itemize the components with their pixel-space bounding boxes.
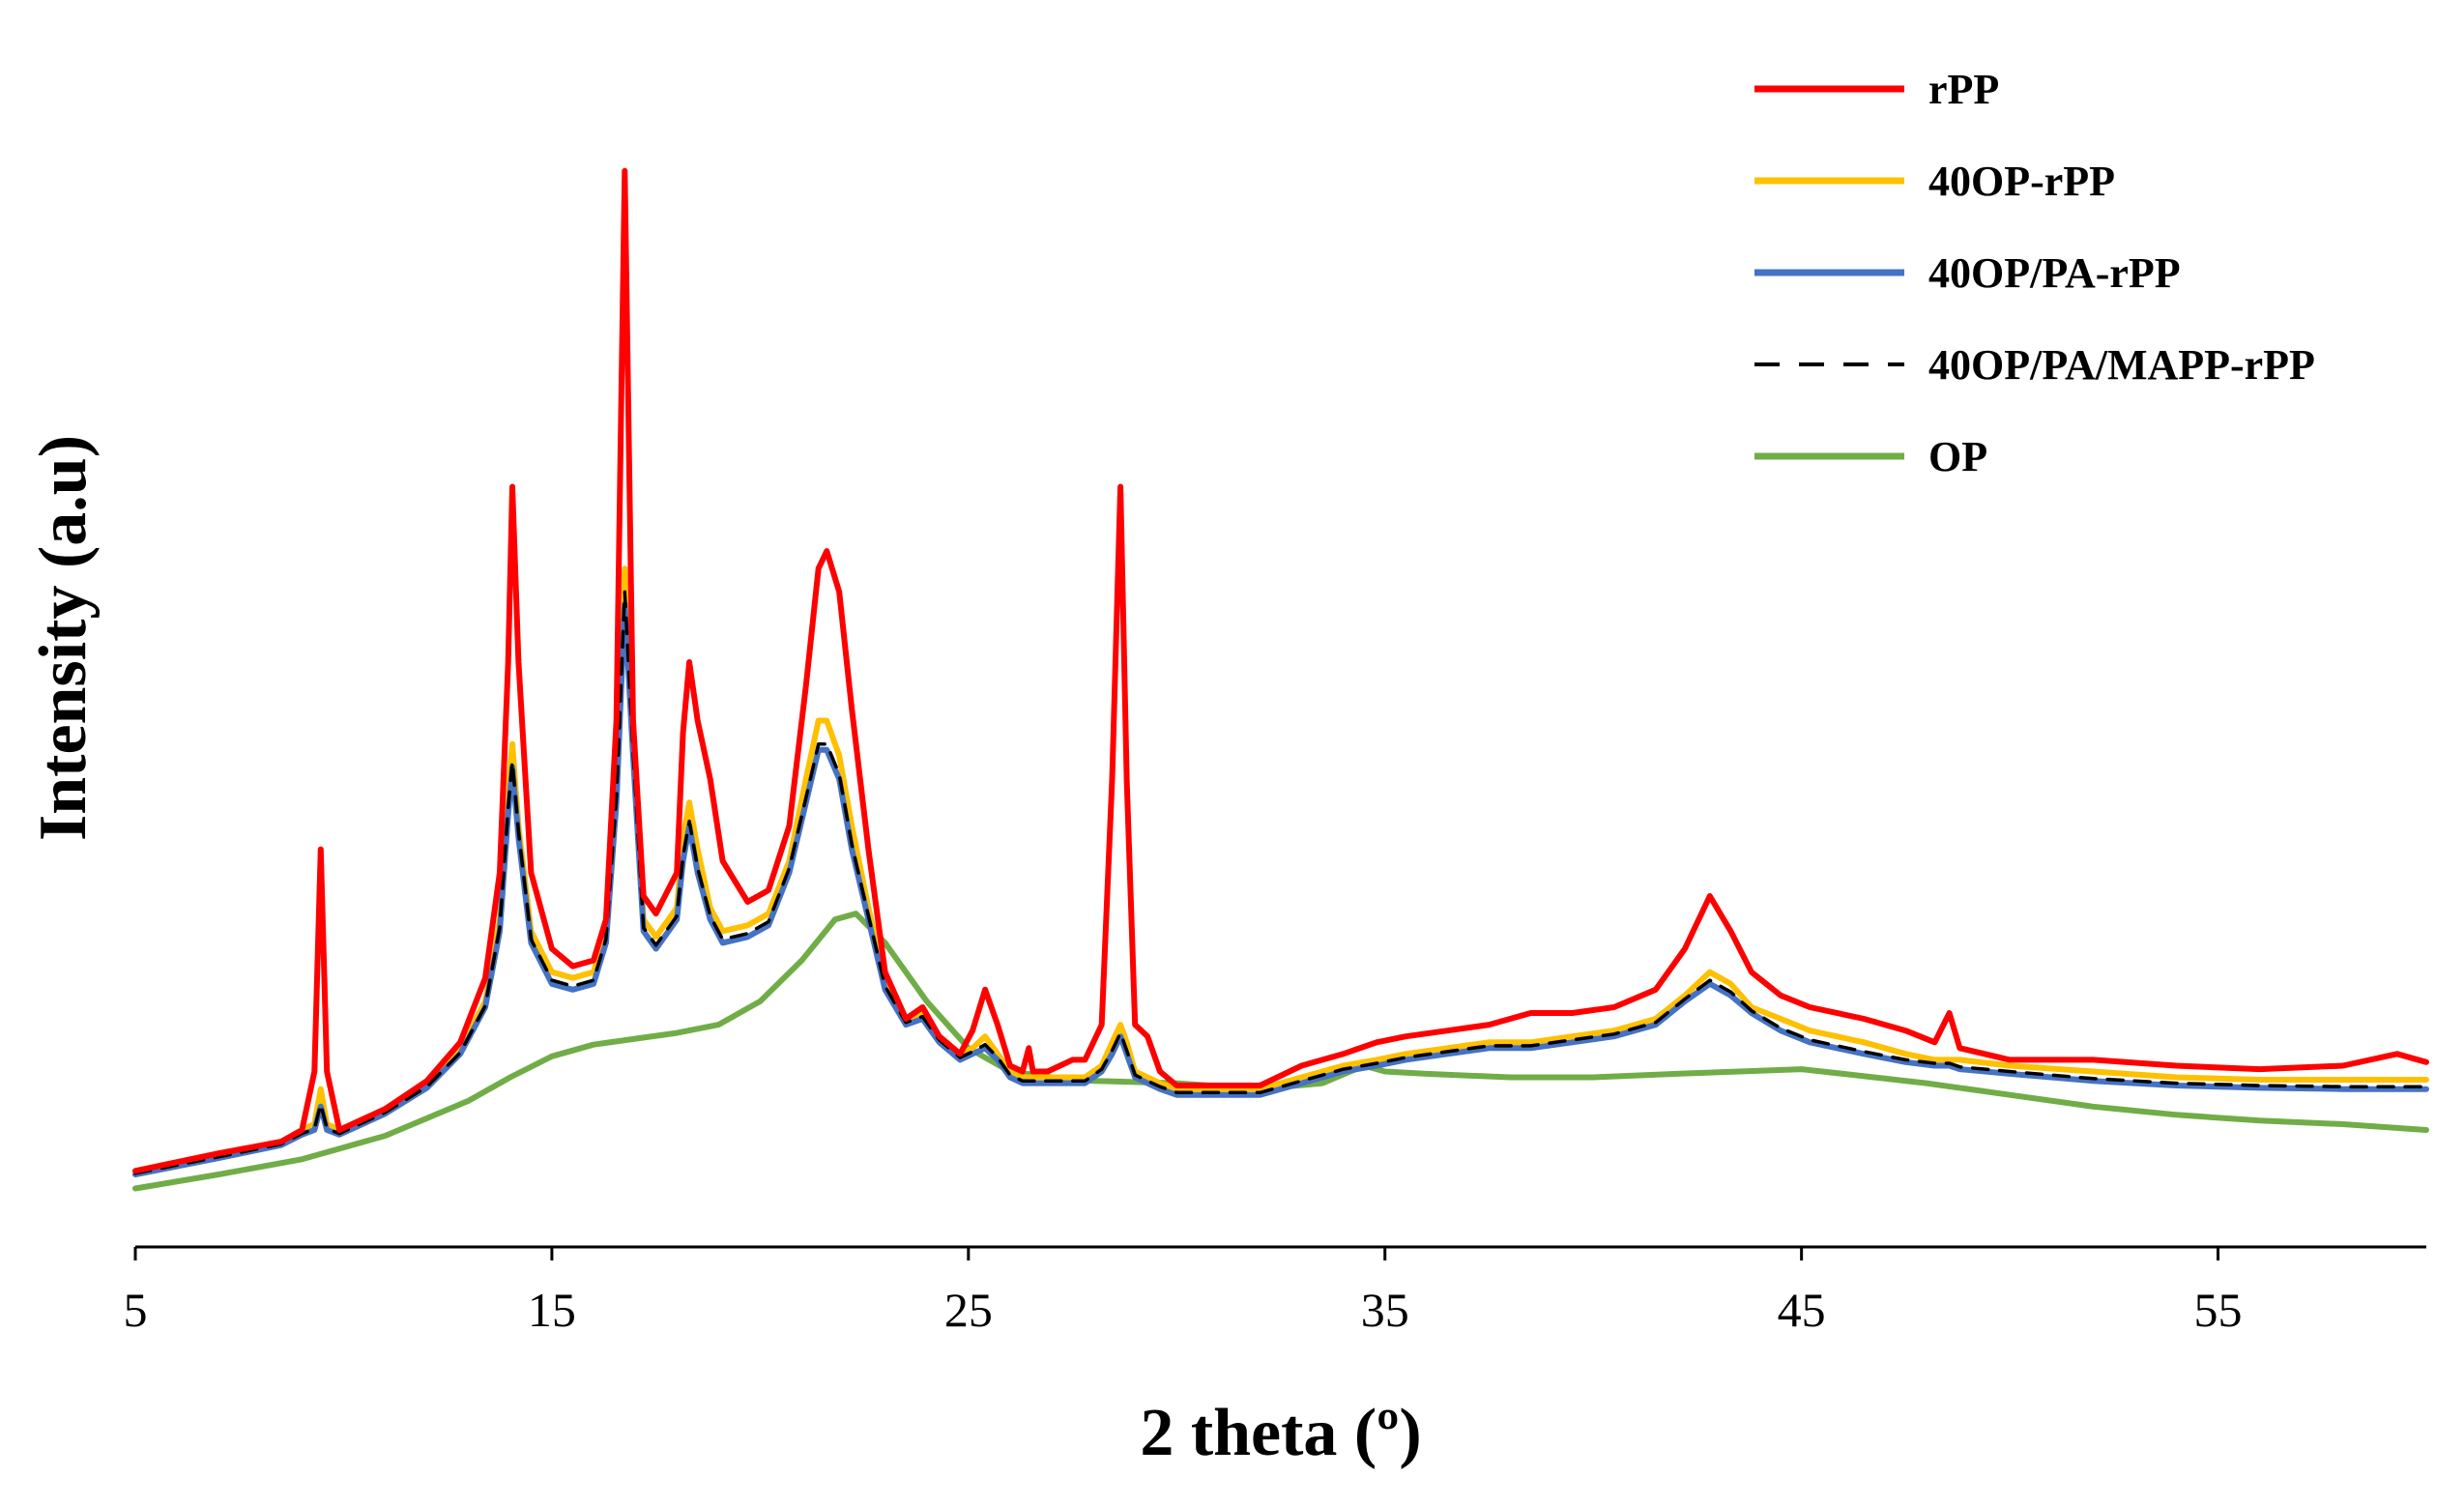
series-line-40op-pa-rpp	[132, 600, 2429, 1177]
legend-label: rPP	[1928, 66, 1999, 113]
series-line-40op-pa-mapp-rpp	[133, 590, 2428, 1175]
x-axis-title: 2 theta (º)	[1140, 1396, 1421, 1470]
x-tick-label: 15	[528, 1283, 576, 1337]
y-axis-title: Intensity (a.u)	[26, 435, 101, 841]
legend-label: OP	[1928, 433, 1987, 480]
series-line-rpp	[132, 167, 2429, 1174]
x-tick-label: 35	[1361, 1283, 1409, 1337]
legend: rPP 40OP-rPP 40OP/PA-rPP 40OP/PA/MAPP-rPP OP	[1754, 66, 2315, 480]
series-line-op	[132, 911, 2429, 1192]
x-ticks: 5 15 25 35 45 55	[124, 1247, 2243, 1337]
x-tick-label: 25	[944, 1283, 993, 1337]
legend-label: 40OP-rPP	[1928, 158, 2115, 205]
x-tick-label: 55	[2194, 1283, 2243, 1337]
legend-label: 40OP/PA-rPP	[1928, 249, 2181, 297]
x-tick-label: 45	[1778, 1283, 1826, 1337]
legend-label: 40OP/PA/MAPP-rPP	[1928, 341, 2315, 389]
x-tick-label: 5	[124, 1283, 148, 1337]
series-layer	[132, 167, 2429, 1192]
